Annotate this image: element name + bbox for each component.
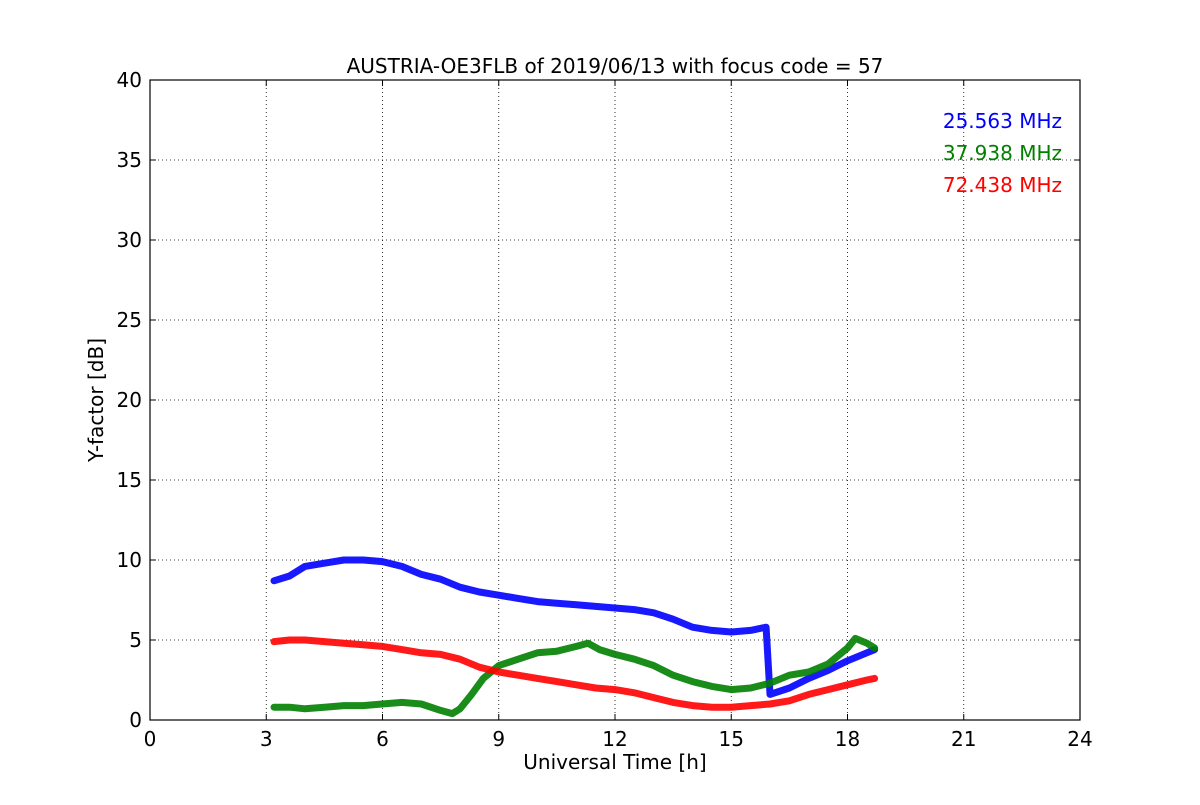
y-tick-label: 30	[117, 228, 142, 252]
y-tick-label: 35	[117, 148, 142, 172]
series-line-2	[270, 634, 879, 718]
x-tick-label: 6	[376, 727, 389, 751]
x-tick-label: 12	[602, 727, 627, 751]
x-tick-label: 9	[492, 727, 505, 751]
y-tick-label: 25	[117, 308, 142, 332]
x-tick-label: 3	[260, 727, 273, 751]
x-axis-title: Universal Time [h]	[523, 750, 706, 774]
y-tick-label: 0	[129, 708, 142, 732]
x-tick-label: 24	[1067, 727, 1092, 751]
legend: 25.563 MHz 37.938 MHz 72.438 MHz	[943, 109, 1062, 197]
legend-label-1: 25.563 MHz	[943, 109, 1062, 133]
y-tick-label: 40	[117, 68, 142, 92]
x-tick-label: 21	[951, 727, 976, 751]
y-tick-label: 20	[117, 388, 142, 412]
x-tick-label: 0	[144, 727, 157, 751]
series-line-3	[270, 636, 879, 711]
series-lines	[270, 556, 879, 718]
y-tick-label: 15	[117, 468, 142, 492]
y-tick-label: 10	[117, 548, 142, 572]
legend-label-3: 72.438 MHz	[943, 173, 1062, 197]
chart-title: AUSTRIA-OE3FLB of 2019/06/13 with focus …	[347, 54, 884, 78]
grid	[150, 80, 1080, 720]
y-tick-label: 5	[129, 628, 142, 652]
x-tick-label: 15	[719, 727, 744, 751]
series-line-1	[270, 556, 879, 698]
legend-label-2: 37.938 MHz	[943, 141, 1062, 165]
x-tick-label: 18	[835, 727, 860, 751]
axis-ticks: 0 3 6 9 12 15 18 21 24 0 5 10 15 20 25 30 35 40	[117, 68, 1093, 751]
y-axis-title: Y-factor [dB]	[84, 338, 108, 463]
